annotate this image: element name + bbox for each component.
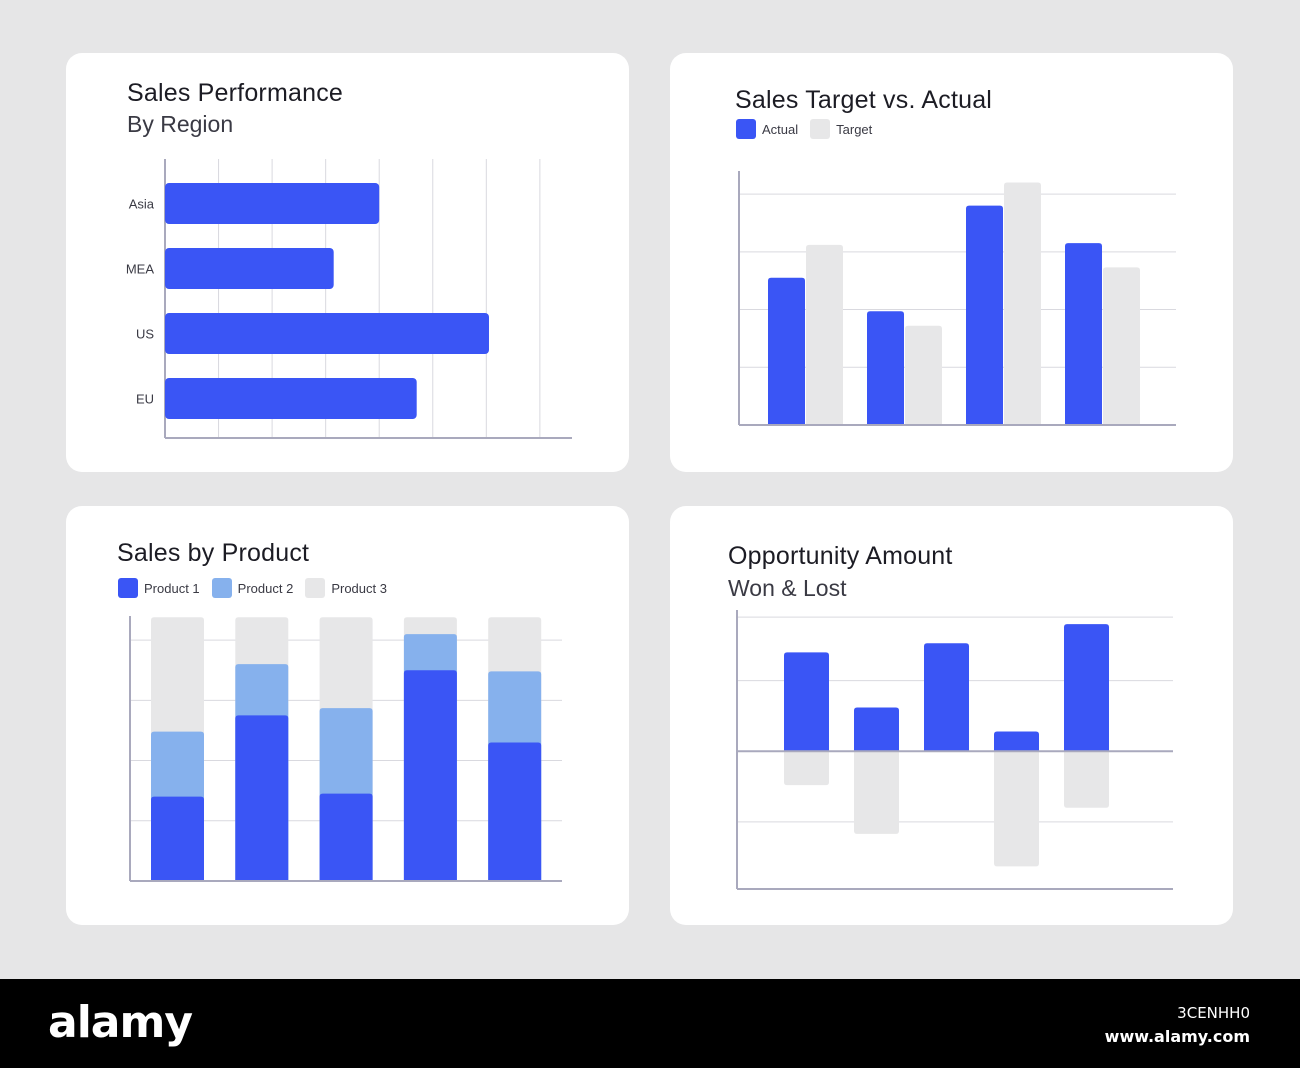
- legend-swatch: [305, 578, 326, 598]
- chart-title: Sales by Product: [117, 539, 310, 567]
- image-id: 3CENHH0: [1177, 1004, 1250, 1022]
- legend-swatch: [211, 578, 232, 598]
- bar: [165, 183, 380, 224]
- tick-label: EU: [136, 392, 154, 407]
- chart-legend: Product 1 Product 2 Product 3: [118, 578, 387, 598]
- footer-info: 3CENHH0 www.alamy.com: [1105, 1001, 1250, 1049]
- legend-label: Target: [836, 121, 873, 137]
- bar: [165, 313, 489, 354]
- sales-performance-card: Sales Performance By Region Asia MEA US EU: [66, 53, 629, 472]
- bar-segment-product-1: [488, 742, 542, 881]
- legend-swatch: [810, 119, 831, 139]
- bar: [165, 248, 334, 289]
- legend-item-product-2: Product 2: [211, 578, 294, 598]
- legend-label: Product 1: [144, 580, 200, 596]
- bar-segment-product-1: [403, 670, 457, 881]
- legend-item-product-3: Product 3: [305, 578, 387, 598]
- bar-won: [1064, 624, 1109, 752]
- bar-won: [924, 643, 969, 752]
- product-stacked-bar-chart: [129, 616, 562, 882]
- target-actual-bar-chart: [738, 171, 1176, 426]
- legend-label: Product 2: [237, 580, 294, 596]
- sales-by-product-card: Sales by Product Product 1 Product 2 Pro…: [66, 506, 629, 925]
- bar-target: [1103, 267, 1140, 424]
- tick-label: US: [136, 327, 154, 342]
- bar-won: [854, 707, 899, 752]
- tick-label: MEA: [126, 262, 155, 277]
- chart-title: Sales Target vs. Actual: [735, 86, 993, 114]
- footer-bar: alamy 3CENHH0 www.alamy.com: [0, 979, 1300, 1068]
- bar-won: [784, 652, 829, 752]
- legend-item-product-1: Product 1: [118, 578, 200, 598]
- bar-actual: [768, 277, 805, 424]
- bar-actual: [966, 205, 1003, 424]
- bar-lost: [854, 751, 899, 834]
- bar-target: [806, 244, 843, 424]
- region-bar-chart: Asia MEA US EU: [126, 159, 572, 439]
- bar-segment-product-1: [319, 793, 373, 881]
- chart-title: Sales Performance: [127, 79, 343, 107]
- bar-target: [905, 325, 942, 424]
- chart-subtitle: Won & Lost: [728, 575, 847, 601]
- bar-actual: [1065, 243, 1102, 424]
- bar-target: [1004, 182, 1041, 424]
- bar-lost: [994, 751, 1039, 867]
- footer-url: www.alamy.com: [1104, 1027, 1250, 1046]
- bar-lost: [784, 751, 829, 786]
- sales-target-card: Sales Target vs. Actual Actual Target: [670, 53, 1233, 472]
- chart-legend: Actual Target: [736, 119, 872, 139]
- bar-segment-product-1: [235, 715, 289, 881]
- tick-label: Asia: [129, 197, 155, 212]
- footer-logo: alamy: [48, 997, 193, 1048]
- legend-label: Actual: [762, 121, 799, 137]
- chart-subtitle: By Region: [127, 111, 234, 137]
- bar-actual: [867, 311, 904, 424]
- legend-swatch: [736, 119, 756, 139]
- legend-swatch: [118, 578, 138, 598]
- opportunity-amount-card: Opportunity Amount Won & Lost: [670, 506, 1233, 925]
- bar-won: [994, 731, 1039, 752]
- bar-lost: [1064, 751, 1109, 808]
- bar: [165, 378, 417, 419]
- chart-title: Opportunity Amount: [728, 542, 953, 570]
- legend-item-actual: Actual: [736, 119, 798, 139]
- legend-item-target: Target: [810, 119, 872, 139]
- won-lost-bar-chart: [736, 610, 1173, 890]
- bar-segment-product-1: [151, 796, 204, 881]
- legend-label: Product 3: [331, 580, 387, 596]
